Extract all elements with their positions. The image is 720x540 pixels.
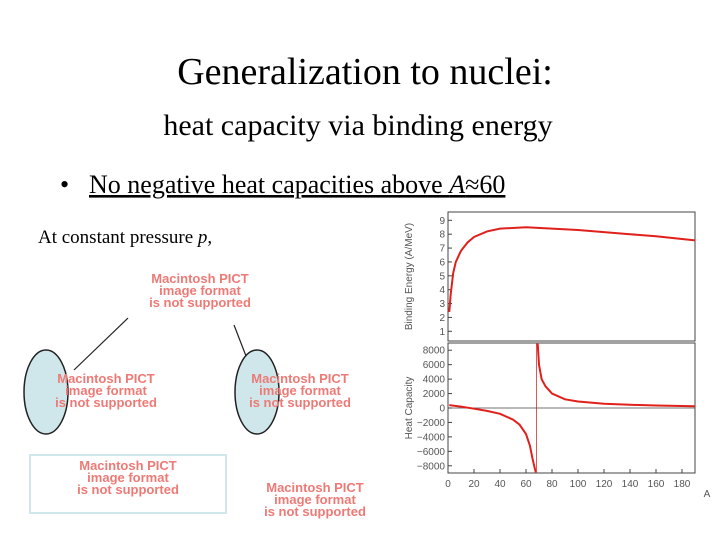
y-tick-label: 0 bbox=[439, 404, 445, 415]
note: At constant pressure p, bbox=[38, 227, 212, 248]
x-tick-label: 20 bbox=[468, 479, 480, 490]
x-tick-label: 140 bbox=[622, 479, 639, 490]
y-tick-label: 3 bbox=[439, 299, 445, 310]
connector bbox=[233, 324, 247, 357]
y-tick-label: 8000 bbox=[423, 346, 446, 357]
placeholder-text: is not supported bbox=[77, 482, 179, 497]
placeholder-text: image format bbox=[274, 492, 356, 507]
bullet-text: No negative heat capacities above bbox=[89, 170, 449, 199]
placeholder-text: Macintosh PICT bbox=[79, 458, 177, 473]
x-tick-label: 120 bbox=[596, 479, 613, 490]
placeholder-text: is not supported bbox=[264, 504, 366, 519]
bullet: No negative heat capacities above A≈60 bbox=[89, 170, 505, 199]
x-tick-label: 160 bbox=[648, 479, 665, 490]
x-tick-label: 180 bbox=[674, 479, 691, 490]
y-tick-label: −8000 bbox=[417, 461, 446, 472]
y-axis-title: Binding Energy (A/MeV) bbox=[404, 223, 415, 330]
y-tick-label: −6000 bbox=[417, 447, 446, 458]
y-tick-label: 7 bbox=[439, 244, 445, 255]
y-tick-label: 6 bbox=[439, 257, 445, 268]
plot-frame bbox=[447, 211, 696, 342]
lens bbox=[23, 349, 69, 435]
y-axis-title: Heat Capacity bbox=[404, 377, 415, 440]
bullet-dot: • bbox=[60, 170, 69, 199]
placeholder-text: image format bbox=[159, 283, 241, 298]
y-tick-label: 2000 bbox=[423, 389, 446, 400]
x-tick-label: 100 bbox=[570, 479, 587, 490]
y-tick-label: 2 bbox=[439, 313, 445, 324]
y-tick-label: 1 bbox=[439, 327, 445, 338]
bullet-text: ≈60 bbox=[465, 170, 505, 199]
lens bbox=[234, 349, 280, 435]
y-tick-label: −4000 bbox=[417, 432, 446, 443]
y-tick-label: −2000 bbox=[417, 418, 446, 429]
placeholder-text: image format bbox=[87, 470, 169, 485]
y-tick-label: 4000 bbox=[423, 375, 446, 386]
placeholder-text: is not supported bbox=[55, 395, 157, 410]
title: Generalization to nuclei: bbox=[177, 51, 553, 93]
connector bbox=[73, 317, 129, 371]
frame bbox=[29, 454, 227, 514]
y-tick-label: 8 bbox=[439, 230, 445, 241]
y-tick-label: 4 bbox=[439, 285, 445, 296]
bullet-var: A bbox=[447, 170, 465, 199]
data-line bbox=[449, 404, 537, 473]
placeholder-text: Macintosh PICT bbox=[266, 480, 364, 495]
x-tick-label: 40 bbox=[494, 479, 506, 490]
x-tick-label: 0 bbox=[445, 479, 451, 490]
placeholder-text: is not supported bbox=[249, 395, 351, 410]
x-axis-title: A bbox=[704, 489, 711, 500]
note-text: , bbox=[207, 227, 212, 248]
placeholder-text: Macintosh PICT bbox=[57, 371, 155, 386]
charts: Binding Energy (A/MeV) 1 2 3 4 5 6 7 8 9 Heat Capa… bbox=[404, 216, 711, 500]
y-tick-label: 5 bbox=[439, 271, 445, 282]
note-text: At constant pressure bbox=[38, 227, 198, 248]
y-tick-label: 9 bbox=[439, 216, 445, 227]
data-line bbox=[536, 343, 696, 408]
placeholder-text: Macintosh PICT bbox=[251, 371, 349, 386]
subtitle: heat capacity via binding energy bbox=[163, 109, 552, 142]
x-tick-label: 60 bbox=[520, 479, 532, 490]
placeholder-text: image format bbox=[65, 383, 147, 398]
data-line bbox=[448, 226, 696, 312]
y-tick-label: 6000 bbox=[423, 360, 446, 371]
placeholder-text: Macintosh PICT bbox=[151, 271, 249, 286]
placeholder-text: image format bbox=[259, 383, 341, 398]
note-var: p bbox=[196, 227, 208, 248]
x-tick-label: 80 bbox=[546, 479, 558, 490]
placeholder-text: is not supported bbox=[149, 295, 251, 310]
